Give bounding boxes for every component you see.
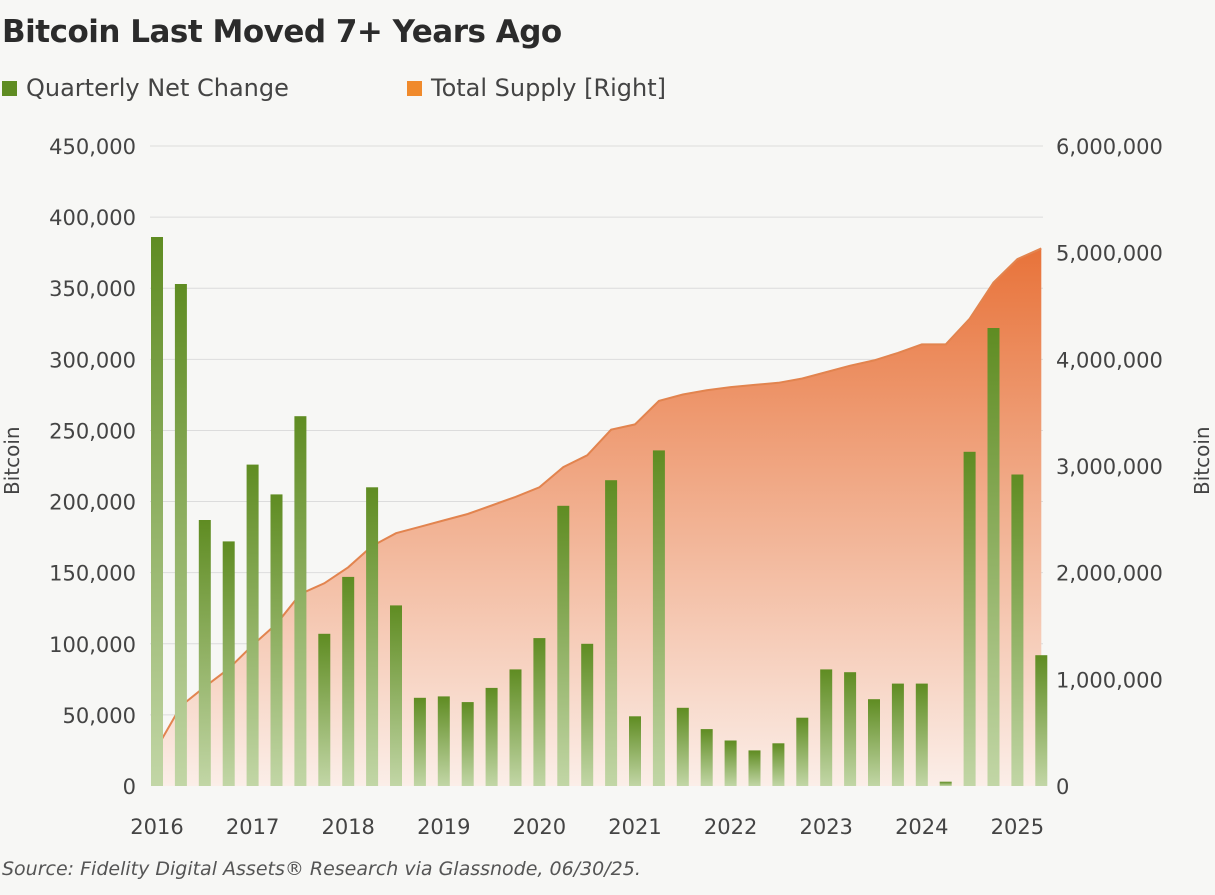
legend-label: Quarterly Net Change: [26, 74, 289, 102]
bar-quarterly-net-change: [605, 480, 618, 786]
bar-quarterly-net-change: [342, 576, 355, 786]
x-tick-label: 2017: [226, 815, 279, 839]
y-tick-label-right: 4,000,000: [1056, 348, 1163, 372]
bar-quarterly-net-change: [413, 697, 426, 786]
bar-quarterly-net-change: [151, 237, 163, 786]
x-tick-label: 2019: [417, 815, 470, 839]
x-tick-label: 2024: [895, 815, 948, 839]
y-tick-label-left: 50,000: [63, 704, 136, 728]
y-tick-label-right: 1,000,000: [1056, 668, 1163, 692]
bar-quarterly-net-change: [246, 464, 259, 786]
bar-quarterly-net-change: [724, 740, 737, 786]
y-tick-label-right: 2,000,000: [1056, 562, 1163, 586]
bar-quarterly-net-change: [915, 683, 928, 786]
bar-quarterly-net-change: [987, 328, 1000, 786]
legend-item-quarterly-net-change: Quarterly Net Change: [2, 72, 289, 104]
bar-quarterly-net-change: [222, 541, 235, 786]
bar-quarterly-net-change: [174, 284, 187, 786]
y-tick-label-left: 400,000: [49, 206, 136, 230]
total-supply-area: [156, 247, 1042, 786]
y-tick-label-left: 0: [123, 775, 136, 799]
y-tick-label-left: 150,000: [49, 562, 136, 586]
bar-quarterly-net-change: [366, 487, 379, 786]
x-tick-label: 2018: [321, 815, 374, 839]
bar-quarterly-net-change: [748, 750, 761, 786]
bar-quarterly-net-change: [963, 451, 976, 786]
bar-quarterly-net-change: [294, 416, 307, 786]
bar-quarterly-net-change: [772, 743, 785, 786]
bar-quarterly-net-change: [557, 505, 570, 786]
bar-quarterly-net-change: [198, 520, 211, 786]
y-tick-label-right: 5,000,000: [1056, 242, 1163, 266]
y-tick-label-right: 3,000,000: [1056, 455, 1163, 479]
bar-quarterly-net-change: [581, 643, 594, 786]
legend-label: Total Supply [Right]: [431, 74, 667, 102]
chart-title: Bitcoin Last Moved 7+ Years Ago: [2, 14, 562, 50]
bar-quarterly-net-change: [270, 494, 283, 786]
bar-quarterly-net-change: [1011, 474, 1024, 786]
x-tick-label: 2021: [608, 815, 661, 839]
bar-quarterly-net-change: [891, 683, 904, 786]
bar-quarterly-net-change: [939, 781, 952, 786]
y-tick-label-right: 6,000,000: [1056, 135, 1163, 159]
bar-quarterly-net-change: [844, 672, 857, 786]
bar-quarterly-net-change: [533, 638, 546, 786]
y-tick-label-left: 100,000: [49, 633, 136, 657]
y-tick-label-left: 200,000: [49, 491, 136, 515]
y-tick-label-right: 0: [1056, 775, 1069, 799]
bar-quarterly-net-change: [485, 687, 498, 786]
bar-quarterly-net-change: [868, 699, 880, 786]
bar-quarterly-net-change: [820, 669, 833, 786]
axis-ticks: 450,000 400,000 350,000 300,000 250,000 200,0…: [49, 135, 1163, 839]
bar-quarterly-net-change: [629, 716, 641, 786]
bar-quarterly-net-change: [318, 633, 331, 786]
x-tick-label: 2020: [513, 815, 566, 839]
x-tick-label: 2016: [130, 815, 183, 839]
legend-item-total-supply: Total Supply [Right]: [407, 72, 666, 104]
x-tick-label: 2025: [991, 815, 1044, 839]
bar-quarterly-net-change: [676, 707, 689, 786]
source-note: Source: Fidelity Digital Assets® Researc…: [2, 858, 641, 880]
quarterly-bars: [151, 237, 1048, 786]
y-tick-label-left: 250,000: [49, 419, 136, 443]
bar-quarterly-net-change: [461, 702, 474, 786]
bar-quarterly-net-change: [509, 669, 522, 786]
x-tick-label: 2023: [799, 815, 852, 839]
y-tick-label-left: 300,000: [49, 348, 136, 372]
legend-swatch-green-icon: [2, 80, 17, 96]
bar-quarterly-net-change: [1035, 655, 1048, 786]
x-tick-label: 2022: [704, 815, 757, 839]
bar-quarterly-net-change: [700, 729, 713, 786]
bar-quarterly-net-change: [390, 605, 402, 786]
total-supply-area-fill: [157, 248, 1042, 786]
legend-swatch-orange-icon: [407, 80, 422, 96]
bar-quarterly-net-change: [437, 696, 450, 786]
y-tick-label-left: 350,000: [49, 277, 136, 301]
y-tick-label-left: 450,000: [49, 135, 136, 159]
bar-quarterly-net-change: [652, 450, 665, 786]
bar-quarterly-net-change: [796, 717, 809, 786]
